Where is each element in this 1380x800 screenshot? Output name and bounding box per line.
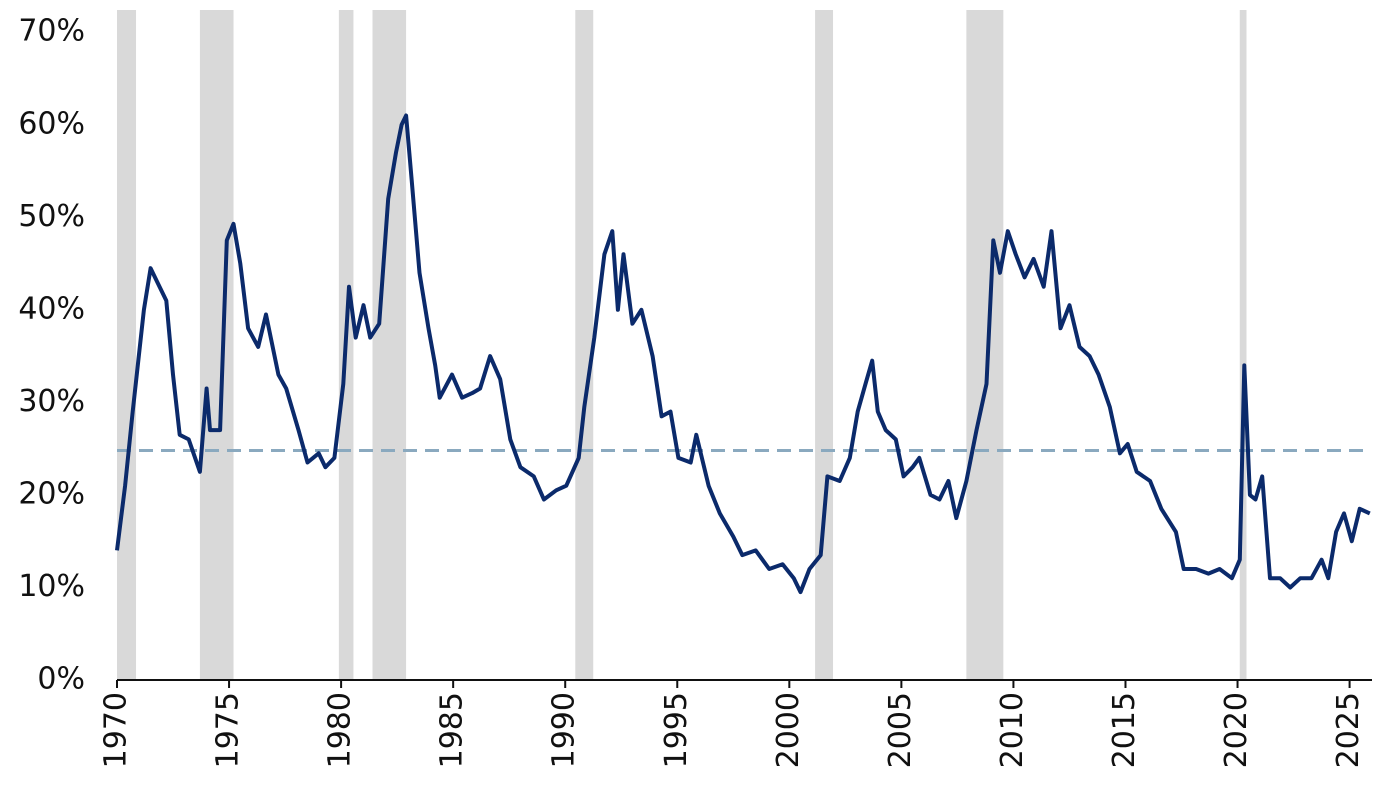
x-tick-label: 2010 — [995, 692, 1030, 768]
y-tick-label: 0% — [37, 662, 85, 697]
y-tick-label: 30% — [18, 384, 85, 419]
y-tick-label: 20% — [18, 476, 85, 511]
x-tick-label: 2025 — [1331, 692, 1366, 768]
shaded-period — [966, 10, 1004, 680]
y-tick-label: 60% — [18, 106, 85, 141]
shaded-period — [1239, 10, 1247, 680]
x-tick-label: 1975 — [211, 692, 246, 768]
shaded-period — [199, 10, 234, 680]
shaded-period — [372, 10, 407, 680]
y-tick-label: 10% — [18, 569, 85, 604]
x-tick-label: 1990 — [547, 692, 582, 768]
y-tick-label: 40% — [18, 291, 85, 326]
x-tick-label: 1980 — [323, 692, 358, 768]
x-tick-label: 2005 — [883, 692, 918, 768]
data-line — [115, 113, 1371, 595]
y-tick-label: 50% — [18, 199, 85, 234]
shaded-period — [575, 10, 594, 680]
x-tick-label: 1970 — [99, 692, 134, 768]
shaded-period — [117, 10, 137, 680]
x-tick-label: 2015 — [1107, 692, 1142, 768]
x-tick-label: 2000 — [771, 692, 806, 768]
x-tick-label: 1995 — [659, 692, 694, 768]
y-tick-label: 70% — [18, 14, 85, 49]
shaded-period — [815, 10, 834, 680]
x-tick-label: 2020 — [1219, 692, 1254, 768]
x-tick-label: 1985 — [435, 692, 470, 768]
